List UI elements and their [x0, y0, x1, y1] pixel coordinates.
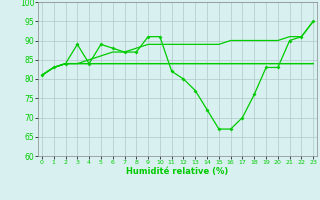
X-axis label: Humidité relative (%): Humidité relative (%) — [126, 167, 229, 176]
